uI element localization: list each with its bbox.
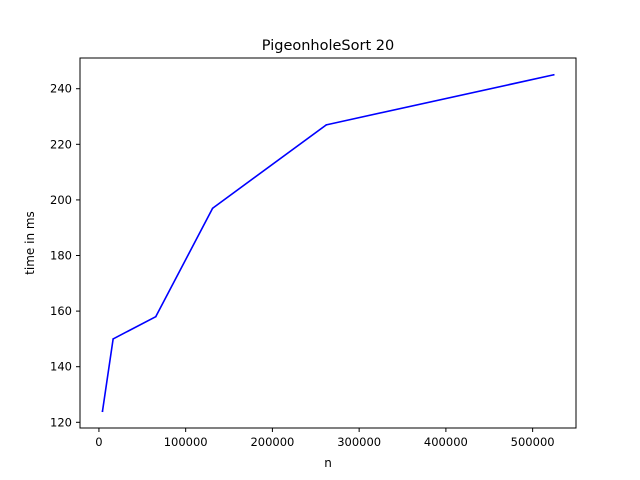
y-axis-label: time in ms — [23, 211, 37, 275]
x-axis-ticks: 0 100000 200000 300000 400000 500000 — [95, 428, 555, 449]
chart-title: PigeonholeSort 20 — [262, 38, 394, 54]
series-line — [101, 73, 555, 413]
y-tick-label: 160 — [50, 304, 72, 318]
y-tick-label: 240 — [50, 82, 72, 96]
data-point — [552, 74, 555, 76]
x-tick-label: 100000 — [164, 435, 208, 449]
y-axis-ticks: 120 140 160 180 200 220 240 — [50, 82, 80, 429]
data-point — [101, 410, 104, 412]
y-tick-label: 120 — [50, 415, 72, 429]
x-tick-label: 500000 — [511, 435, 555, 449]
x-tick-label: 400000 — [424, 435, 468, 449]
x-tick-label: 0 — [95, 435, 102, 449]
x-axis-label: n — [324, 456, 332, 470]
data-point — [325, 124, 328, 126]
y-tick-label: 180 — [50, 249, 72, 263]
y-tick-label: 200 — [50, 193, 72, 207]
x-tick-label: 200000 — [250, 435, 294, 449]
y-tick-label: 220 — [50, 137, 72, 151]
y-tick-label: 140 — [50, 360, 72, 374]
data-point — [154, 315, 157, 318]
data-point — [112, 338, 114, 340]
series-layer — [101, 73, 555, 413]
plot-area-frame — [79, 57, 577, 429]
data-point — [211, 207, 214, 210]
x-tick-label: 300000 — [337, 435, 381, 449]
